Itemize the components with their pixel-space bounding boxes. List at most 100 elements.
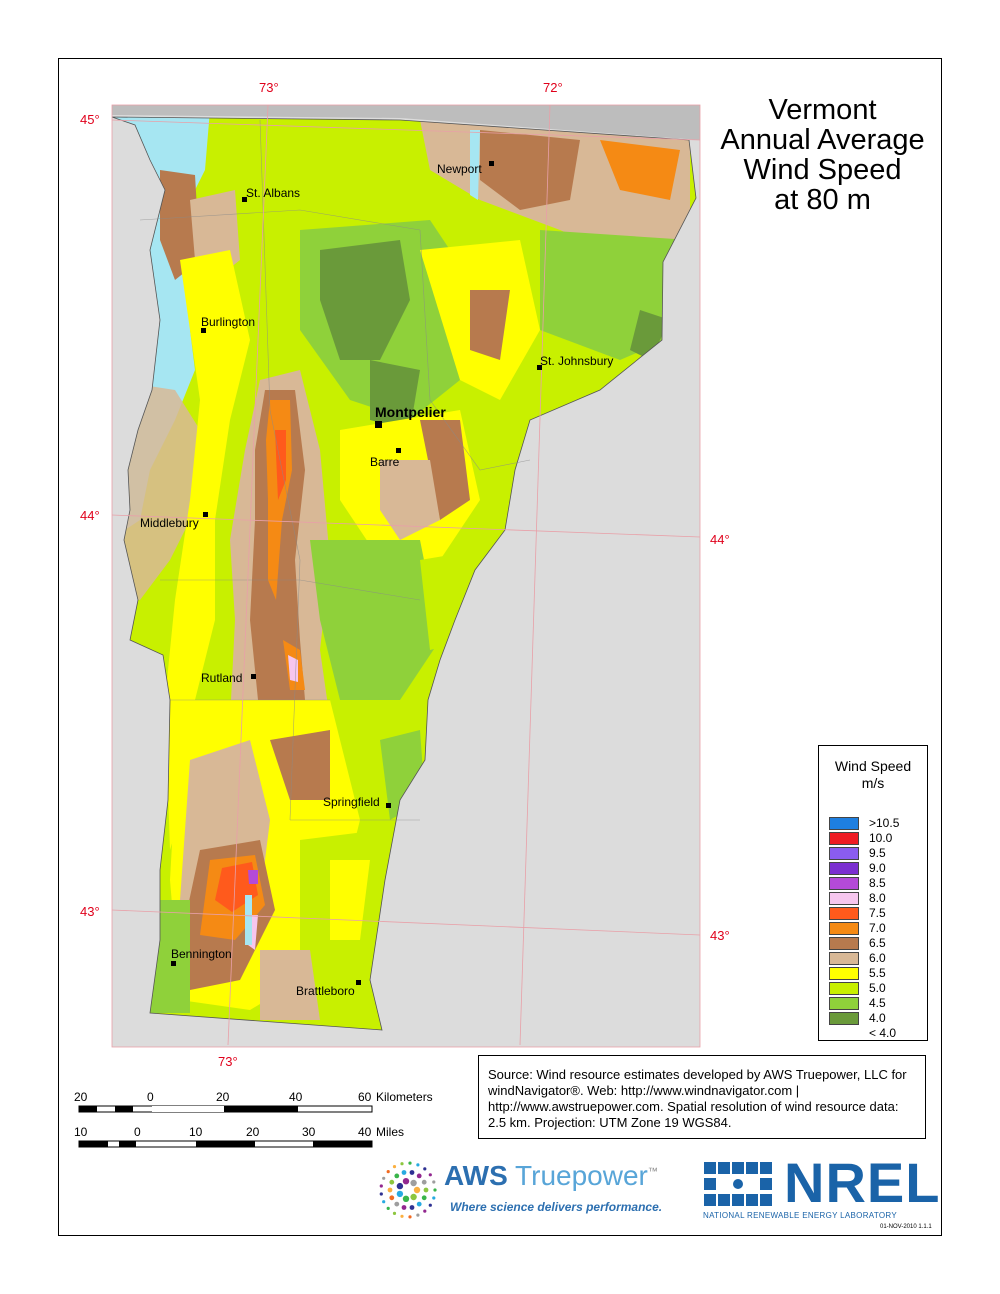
lat-label-44-right: 44° bbox=[710, 532, 730, 547]
legend-item: 9.5 bbox=[829, 846, 924, 861]
aws-wordmark: AWS Truepower™ bbox=[444, 1160, 658, 1192]
legend-label: 6.5 bbox=[869, 936, 886, 950]
legend-item: 9.0 bbox=[829, 861, 924, 876]
aws-dot bbox=[432, 1196, 436, 1200]
aws-dot bbox=[402, 1178, 410, 1185]
aws-dot bbox=[386, 1170, 390, 1174]
source-text: Source: Wind resource estimates develope… bbox=[488, 1067, 907, 1130]
aws-dot bbox=[386, 1206, 390, 1210]
legend-item: 8.0 bbox=[829, 891, 924, 906]
legend-label: 9.0 bbox=[869, 861, 886, 875]
aws-dot bbox=[416, 1173, 422, 1179]
city-label-barre: Barre bbox=[370, 455, 400, 469]
city-label-bennington: Bennington bbox=[171, 947, 232, 961]
mi-tick-label: 10 bbox=[189, 1125, 203, 1139]
aws-dot bbox=[394, 1201, 400, 1207]
legend-swatch bbox=[829, 877, 859, 890]
legend-item: 4.0 bbox=[829, 1011, 924, 1026]
aws-dot bbox=[433, 1188, 437, 1192]
legend-item: 6.0 bbox=[829, 951, 924, 966]
aws-dot bbox=[389, 1179, 395, 1185]
aws-dot bbox=[379, 1184, 383, 1188]
nrel-emblem-icon bbox=[704, 1162, 772, 1206]
legend-item: 5.5 bbox=[829, 966, 924, 981]
title-line: Vermont bbox=[768, 94, 877, 126]
lat-label-43-right: 43° bbox=[710, 928, 730, 943]
map-title: Vermont Annual Average Wind Speed at 80 … bbox=[700, 95, 945, 215]
legend-item: 4.5 bbox=[829, 996, 924, 1011]
mi-tick-label: 30 bbox=[302, 1125, 316, 1139]
legend-item: 10.0 bbox=[829, 831, 924, 846]
aws-dot bbox=[392, 1211, 397, 1215]
km-tick-label: 20 bbox=[216, 1090, 230, 1104]
quebec-strip bbox=[112, 105, 700, 140]
aws-dot bbox=[432, 1180, 436, 1184]
legend-item: 5.0 bbox=[829, 981, 924, 996]
lat-label-45: 45° bbox=[80, 112, 100, 127]
aws-dot bbox=[400, 1162, 404, 1166]
marker-st-albans bbox=[242, 197, 247, 202]
city-label-st-albans: St. Albans bbox=[246, 186, 301, 200]
aws-dot bbox=[428, 1173, 432, 1177]
nrel-subtitle: NATIONAL RENEWABLE ENERGY LABORATORY bbox=[703, 1211, 897, 1220]
aws-tagline: Where science delivers performance. bbox=[450, 1200, 663, 1214]
marker-middlebury bbox=[203, 512, 208, 517]
aws-dot bbox=[423, 1167, 427, 1171]
aws-dot bbox=[416, 1163, 420, 1167]
legend-label: 7.5 bbox=[869, 906, 886, 920]
aws-trademark: ™ bbox=[647, 1166, 658, 1178]
aws-dot bbox=[423, 1187, 429, 1193]
legend-swatch bbox=[829, 937, 859, 950]
aws-wordmark-rest: Truepower bbox=[507, 1160, 648, 1191]
legend-label: 6.0 bbox=[869, 951, 886, 965]
legend-swatch bbox=[829, 982, 859, 995]
marker-brattleboro bbox=[356, 980, 361, 985]
datestamp: 01-NOV-2010 1.1.1 bbox=[880, 1224, 932, 1230]
mi-tick-label: 40 bbox=[358, 1125, 372, 1139]
legend-swatch bbox=[829, 1012, 859, 1025]
aws-dot bbox=[416, 1213, 420, 1217]
legend-swatch bbox=[829, 922, 859, 935]
legend-label: 5.5 bbox=[869, 966, 886, 980]
legend-item: 8.5 bbox=[829, 876, 924, 891]
aws-dot bbox=[389, 1195, 395, 1201]
legend-title-line: Wind Speed bbox=[834, 758, 912, 774]
map-legend: Wind Speed m/s >10.5 10.0 9.5 9.0 8.5 8.0 7.5 7… bbox=[818, 745, 928, 1041]
aws-dot bbox=[409, 1205, 415, 1210]
mi-scale-bar bbox=[78, 1140, 373, 1148]
aws-dot bbox=[421, 1179, 427, 1185]
legend-title: Wind Speed m/s bbox=[819, 758, 927, 792]
city-label-rutland: Rutland bbox=[201, 671, 243, 685]
legend-label: >10.5 bbox=[869, 816, 900, 830]
legend-swatch bbox=[829, 967, 859, 980]
city-label-middlebury: Middlebury bbox=[140, 516, 199, 530]
aws-dot bbox=[410, 1179, 417, 1187]
legend-label: 7.0 bbox=[869, 921, 886, 935]
aws-dot bbox=[428, 1203, 432, 1207]
legend-label: 8.5 bbox=[869, 876, 886, 890]
mi-tick-label: 10 bbox=[74, 1125, 88, 1139]
aws-dot bbox=[394, 1173, 400, 1179]
title-line: Wind Speed bbox=[743, 154, 902, 186]
aws-wordmark-bold: AWS bbox=[444, 1160, 508, 1191]
aws-dot bbox=[423, 1209, 427, 1213]
km-tick-label: 0 bbox=[147, 1090, 154, 1104]
marker-rutland bbox=[251, 674, 256, 679]
km-tick-label: 60 bbox=[358, 1090, 372, 1104]
legend-swatch bbox=[829, 892, 859, 905]
legend-unit: m/s bbox=[861, 775, 885, 791]
city-label-springfield: Springfield bbox=[323, 795, 380, 809]
aws-dot bbox=[387, 1187, 393, 1193]
legend-label: 4.0 bbox=[869, 1011, 886, 1025]
km-scale-bar bbox=[78, 1105, 373, 1113]
legend-item: >10.5 bbox=[829, 816, 924, 831]
legend-swatch bbox=[829, 907, 859, 920]
marker-montpelier bbox=[375, 421, 382, 428]
lat-label-43-left: 43° bbox=[80, 904, 100, 919]
aws-dot bbox=[382, 1176, 386, 1180]
mi-unit: Miles bbox=[376, 1125, 405, 1139]
legend-item: 7.0 bbox=[829, 921, 924, 936]
legend-swatch bbox=[829, 997, 859, 1010]
title-line: at 80 m bbox=[774, 184, 871, 216]
